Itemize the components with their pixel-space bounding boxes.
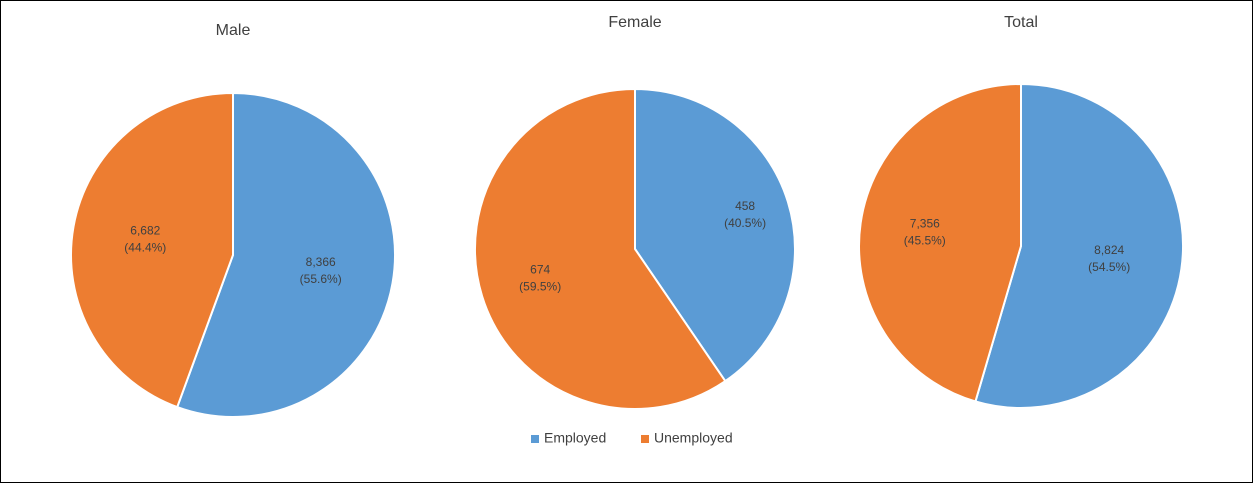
pie-title: Male bbox=[216, 22, 251, 39]
legend-swatch-employed bbox=[531, 435, 539, 443]
pie-total: Total 8,824 (54.5%) 7,356 (45.5%) bbox=[858, 14, 1184, 409]
pie-title: Female bbox=[608, 14, 661, 31]
data-label-percent: (40.5%) bbox=[724, 216, 766, 230]
pie-group: Male 8,366 (55.6%) 6,682 (44.4%) Female 458 (40… bbox=[70, 14, 1184, 418]
pie-slice-employed bbox=[634, 87, 796, 383]
legend-label-unemployed: Unemployed bbox=[654, 430, 733, 446]
data-label-value: 7,356 bbox=[910, 216, 940, 230]
data-label-percent: (45.5%) bbox=[904, 233, 946, 247]
legend: Employed Unemployed bbox=[531, 430, 733, 446]
pie-slice-employed bbox=[175, 91, 396, 418]
pie-title: Total bbox=[1004, 14, 1038, 31]
data-label-value: 8,824 bbox=[1094, 243, 1124, 257]
data-label-percent: (54.5%) bbox=[1088, 260, 1130, 274]
pie-male: Male 8,366 (55.6%) 6,682 (44.4%) bbox=[70, 22, 396, 418]
data-label-percent: (44.4%) bbox=[124, 241, 166, 255]
pie-female: Female 458 (40.5%) 674 (59.5%) bbox=[473, 14, 796, 410]
pie-slice-unemployed bbox=[70, 91, 234, 409]
data-label-value: 458 bbox=[735, 199, 755, 213]
data-label-percent: (55.6%) bbox=[300, 272, 342, 286]
data-label-percent: (59.5%) bbox=[519, 279, 561, 293]
pie-slice-employed bbox=[974, 82, 1184, 409]
pie-slice-unemployed bbox=[858, 82, 1022, 403]
data-label-value: 674 bbox=[530, 262, 550, 276]
legend-swatch-unemployed bbox=[641, 435, 649, 443]
data-label-value: 6,682 bbox=[130, 224, 160, 238]
pie-slice-unemployed bbox=[473, 87, 727, 410]
legend-label-employed: Employed bbox=[544, 430, 606, 446]
data-label-value: 8,366 bbox=[306, 255, 336, 269]
